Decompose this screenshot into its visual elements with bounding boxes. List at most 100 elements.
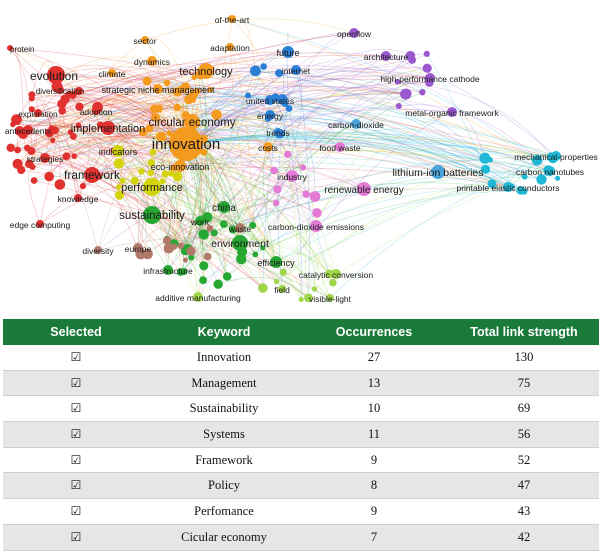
network-node-dot bbox=[479, 153, 490, 164]
network-node-label: high-performance cathode bbox=[380, 74, 480, 84]
network-node-dot bbox=[24, 145, 31, 152]
row-checkbox[interactable]: ☑ bbox=[3, 499, 149, 525]
network-node-label: efficiency bbox=[257, 258, 295, 268]
network-node-label: carbon-dioxide emissions bbox=[268, 222, 364, 232]
network-node-label: work bbox=[190, 217, 210, 227]
network-node-dot bbox=[80, 183, 86, 189]
network-node-label: europe bbox=[125, 244, 152, 254]
row-link-strength: 56 bbox=[449, 422, 599, 448]
row-link-strength: 75 bbox=[449, 370, 599, 396]
network-node-label: future bbox=[276, 48, 299, 58]
row-occurrences: 10 bbox=[299, 396, 449, 422]
network-node-label: exploration bbox=[18, 110, 57, 119]
network-node-dot bbox=[178, 243, 184, 249]
table-row: ☑ Management 13 75 bbox=[3, 370, 599, 396]
network-node-label: catalytic conversion bbox=[299, 270, 373, 280]
header-keyword: Keyword bbox=[149, 319, 299, 345]
row-link-strength: 43 bbox=[449, 499, 599, 525]
network-node-label: carbon-dioxide bbox=[328, 120, 384, 130]
row-checkbox[interactable]: ☑ bbox=[3, 524, 149, 550]
checkbox-icon: ☑ bbox=[71, 376, 82, 390]
network-node-dot bbox=[400, 89, 411, 100]
row-checkbox[interactable]: ☑ bbox=[3, 370, 149, 396]
row-occurrences: 9 bbox=[299, 499, 449, 525]
row-keyword: Perfomance bbox=[149, 499, 299, 525]
network-node-label: architecture bbox=[364, 52, 409, 62]
network-node-dot bbox=[280, 269, 287, 276]
checkbox-icon: ☑ bbox=[71, 530, 82, 544]
network-node-label: openflow bbox=[337, 29, 372, 39]
network-node-label: strategies bbox=[27, 154, 64, 164]
row-keyword: Innovation bbox=[149, 345, 299, 370]
table-header: Selected Keyword Occurrences Total link … bbox=[3, 319, 599, 345]
checkbox-icon: ☑ bbox=[71, 478, 82, 492]
checkbox-icon: ☑ bbox=[71, 427, 82, 441]
row-checkbox[interactable]: ☑ bbox=[3, 422, 149, 448]
network-node-dot bbox=[284, 151, 291, 158]
network-node-dot bbox=[302, 191, 309, 198]
network-node-label: dynamics bbox=[134, 57, 170, 67]
table-row: ☑ Innovation 27 130 bbox=[3, 345, 599, 370]
network-node-label: implementation bbox=[71, 123, 146, 135]
network-node-dot bbox=[424, 51, 430, 57]
network-node-label: adaptation bbox=[210, 43, 250, 53]
network-node-dot bbox=[164, 243, 174, 253]
network-node-label: internet bbox=[282, 66, 311, 76]
network-node-dot bbox=[199, 229, 209, 239]
network-node-dot bbox=[300, 164, 306, 170]
network-node-dot bbox=[7, 144, 15, 152]
row-checkbox[interactable]: ☑ bbox=[3, 473, 149, 499]
network-node-label: additive manufacturing bbox=[155, 293, 241, 303]
network-links bbox=[10, 17, 558, 300]
row-link-strength: 69 bbox=[449, 396, 599, 422]
network-node-label: diversification bbox=[36, 87, 84, 96]
network-node-label: industry bbox=[277, 172, 308, 182]
table-row: ☑ Systems 11 56 bbox=[3, 422, 599, 448]
network-node-dot bbox=[220, 220, 228, 228]
checkbox-icon: ☑ bbox=[71, 504, 82, 518]
network-node-dot bbox=[396, 103, 402, 109]
network-node-label: antecedents bbox=[5, 126, 51, 136]
checkbox-icon: ☑ bbox=[71, 401, 82, 415]
network-node-label: infrastructure bbox=[143, 266, 193, 276]
row-occurrences: 11 bbox=[299, 422, 449, 448]
row-occurrences: 8 bbox=[299, 473, 449, 499]
table-row: ☑ Policy 8 47 bbox=[3, 473, 599, 499]
network-node-dot bbox=[252, 252, 258, 258]
row-checkbox[interactable]: ☑ bbox=[3, 345, 149, 370]
network-node-label: trends bbox=[266, 128, 290, 138]
network-node-label: printable elastic conductors bbox=[456, 183, 559, 193]
network-node-dot bbox=[273, 200, 279, 206]
network-node-dot bbox=[163, 236, 171, 244]
header-occurrences: Occurrences bbox=[299, 319, 449, 345]
row-occurrences: 7 bbox=[299, 524, 449, 550]
network-node-label: edge computing bbox=[10, 220, 71, 230]
network-node-dot bbox=[329, 279, 337, 287]
network-node-dot bbox=[214, 280, 223, 289]
network-node-dot bbox=[29, 91, 36, 98]
network-node-dot bbox=[273, 185, 281, 193]
row-keyword: Management bbox=[149, 370, 299, 396]
row-keyword: Cicular economy bbox=[149, 524, 299, 550]
network-node-label: energy bbox=[257, 111, 284, 121]
network-node-label: metal-organic framework bbox=[405, 108, 499, 118]
network-node-label: framework bbox=[64, 168, 121, 182]
network-node-dot bbox=[184, 95, 193, 104]
row-checkbox[interactable]: ☑ bbox=[3, 396, 149, 422]
network-node-label: climate bbox=[99, 69, 126, 79]
row-checkbox[interactable]: ☑ bbox=[3, 447, 149, 473]
table-row: ☑ Framework 9 52 bbox=[3, 447, 599, 473]
network-node-dot bbox=[199, 261, 208, 270]
network-node-label: sector bbox=[133, 36, 156, 46]
network-node-label: sustainability bbox=[119, 210, 185, 222]
network-node-dot bbox=[274, 279, 279, 284]
network-node-dot bbox=[31, 177, 38, 184]
network-node-dot bbox=[63, 152, 71, 160]
table-row: ☑ Sustainability 10 69 bbox=[3, 396, 599, 422]
network-node-label: food waste bbox=[319, 143, 360, 153]
network-node-label: innovation bbox=[152, 136, 220, 153]
network-node-dot bbox=[312, 286, 317, 291]
network-node-dot bbox=[199, 276, 207, 284]
header-total-link-strength: Total link strength bbox=[449, 319, 599, 345]
network-link bbox=[28, 167, 40, 224]
